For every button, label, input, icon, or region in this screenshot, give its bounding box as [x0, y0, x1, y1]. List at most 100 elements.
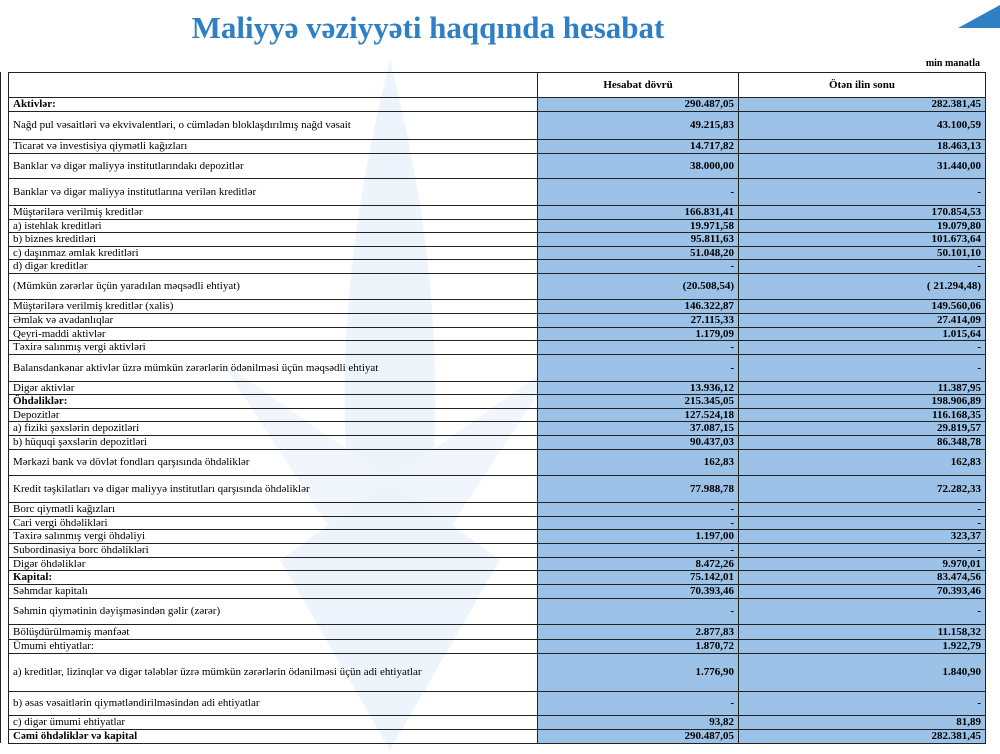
table-row: d) digər kreditlər - - [8, 259, 986, 274]
current-period-value: 14.717,82 [537, 139, 739, 154]
row-label: Təxirə salınmış vergi öhdəliyi [8, 529, 538, 544]
current-period-value: 162,83 [537, 449, 739, 476]
previous-year-value: 72.282,33 [738, 475, 986, 503]
row-label: Aktivlər: [8, 97, 538, 112]
table-row: Cəmi öhdəliklər və kapital 290.487,05 282.… [8, 729, 986, 744]
previous-year-value: - [738, 502, 986, 517]
previous-year-value: 282.381,45 [738, 729, 986, 744]
table-row: (Mümkün zərərlər üçün yaradılan məqsədli… [8, 273, 986, 300]
previous-year-value: 1.840,90 [738, 653, 986, 692]
header-current-period: Hesabat dövrü [537, 72, 739, 98]
previous-year-value: 11.158,32 [738, 624, 986, 640]
previous-year-value: 149.560,06 [738, 299, 986, 314]
previous-year-value: 81,89 [738, 715, 986, 730]
current-period-value: 1.870,72 [537, 639, 739, 654]
row-label: a) kreditlər, lizinqlər və digər tələblə… [8, 653, 538, 692]
row-label: Əmlak və avadanlıqlar [8, 313, 538, 328]
current-period-value: 27.115,33 [537, 313, 739, 328]
current-period-value: 1.179,09 [537, 327, 739, 341]
row-label: Öhdəliklər: [8, 394, 538, 409]
corner-logo-shape [958, 5, 1000, 28]
table-row: a) istehlak kreditləri 19.971,58 19.079,80 [8, 219, 986, 233]
previous-year-value: - [738, 178, 986, 206]
previous-year-value: 9.970,01 [738, 557, 986, 571]
row-label: Cari vergi öhdəlikləri [8, 516, 538, 530]
previous-year-value: 86.348,78 [738, 435, 986, 450]
table-row: Müştərilərə verilmiş kreditlər 166.831,41… [8, 205, 986, 220]
current-period-value: 290.487,05 [537, 729, 739, 744]
table-row: Mərkəzi bank və dövlət fondları qarşısın… [8, 449, 986, 476]
current-period-value: 290.487,05 [537, 97, 739, 112]
row-label: Kredit təşkilatları və digər maliyyə ins… [8, 475, 538, 503]
previous-year-value: 70.393,46 [738, 584, 986, 599]
table-row: Təxirə salınmış vergi öhdəliyi 1.197,00 32… [8, 529, 986, 544]
table-row: Nağd pul vəsaitləri və ekvivalentləri, o… [8, 111, 986, 140]
current-period-value: 19.971,58 [537, 219, 739, 233]
table-row: Ticarət və investisiya qiymətli kağızlar… [8, 139, 986, 154]
previous-year-value: - [738, 516, 986, 530]
row-label: a) fiziki şəxslərin depozitləri [8, 421, 538, 436]
previous-year-value: 29.819,57 [738, 421, 986, 436]
row-label: (Mümkün zərərlər üçün yaradılan məqsədli… [8, 273, 538, 300]
previous-year-value: 31.440,00 [738, 153, 986, 179]
previous-year-value: - [738, 259, 986, 274]
balance-sheet-table: Hesabat dövrü Ötən ilin sonu Aktivlər: 29… [8, 72, 986, 744]
table-header-row: Hesabat dövrü Ötən ilin sonu [8, 72, 986, 98]
current-period-value: 70.393,46 [537, 584, 739, 599]
previous-year-value: 19.079,80 [738, 219, 986, 233]
current-period-value: - [537, 178, 739, 206]
previous-year-value: 11.387,95 [738, 381, 986, 395]
table-row: Depozitlər 127.524,18 116.168,35 [8, 408, 986, 422]
current-period-value: 90.437,03 [537, 435, 739, 450]
header-previous-year-end: Ötən ilin sonu [738, 72, 986, 98]
row-label: Kapital: [8, 570, 538, 585]
current-period-value: 49.215,83 [537, 111, 739, 140]
row-label: Banklar və digər maliyyə institutlarına … [8, 178, 538, 206]
previous-year-value: 1.015,64 [738, 327, 986, 341]
table-row: c) digər ümumi ehtiyatlar 93,82 81,89 [8, 715, 986, 730]
table-row: Müştərilərə verilmiş kreditlər (xalis) 14… [8, 299, 986, 314]
table-row: Səhmdar kapitalı 70.393,46 70.393,46 [8, 584, 986, 599]
current-period-value: 215.345,05 [537, 394, 739, 409]
left-border [0, 72, 1, 743]
row-label: Bölüşdürülməmiş mənfəət [8, 624, 538, 640]
table-row: b) əsas vəsaitlərin qiymətləndirilməsind… [8, 691, 986, 716]
row-label: Səhmdar kapitalı [8, 584, 538, 599]
current-period-value: 75.142,01 [537, 570, 739, 585]
current-period-value: - [537, 691, 739, 716]
previous-year-value: - [738, 354, 986, 382]
table-row: Digər aktivlər 13.936,12 11.387,95 [8, 381, 986, 395]
table-row: Ümumi ehtiyatlar: 1.870,72 1.922,79 [8, 639, 986, 654]
previous-year-value: - [738, 691, 986, 716]
table-row: b) biznes kreditləri 95.811,63 101.673,64 [8, 232, 986, 247]
table-row: Bölüşdürülməmiş mənfəət 2.877,83 11.158,32 [8, 624, 986, 640]
table-row: b) hüquqi şəxslərin depozitləri 90.437,03… [8, 435, 986, 450]
row-label: d) digər kreditlər [8, 259, 538, 274]
table-row: a) fiziki şəxslərin depozitləri 37.087,15… [8, 421, 986, 436]
current-period-value: 77.988,78 [537, 475, 739, 503]
row-label: Balansdankənar aktivlər üzrə mümkün zərə… [8, 354, 538, 382]
table-row: Qeyri-maddi aktivlər 1.179,09 1.015,64 [8, 327, 986, 341]
table-row: Təxirə salınmış vergi aktivləri - - [8, 340, 986, 355]
table-row: Cari vergi öhdəlikləri - - [8, 516, 986, 530]
previous-year-value: 27.414,09 [738, 313, 986, 328]
current-period-value: 2.877,83 [537, 624, 739, 640]
current-period-value: 95.811,63 [537, 232, 739, 247]
row-label: a) istehlak kreditləri [8, 219, 538, 233]
header-label [8, 72, 538, 98]
row-label: Ümumi ehtiyatlar: [8, 639, 538, 654]
previous-year-value: 1.922,79 [738, 639, 986, 654]
row-label: Səhmin qiymətinin dəyişməsindən gəlir (z… [8, 598, 538, 625]
table-row: Banklar və digər maliyyə institutlarına … [8, 178, 986, 206]
previous-year-value: - [738, 598, 986, 625]
table-row: Öhdəliklər: 215.345,05 198.906,89 [8, 394, 986, 409]
table-row: Səhmin qiymətinin dəyişməsindən gəlir (z… [8, 598, 986, 625]
previous-year-value: ( 21.294,48) [738, 273, 986, 300]
current-period-value: - [537, 516, 739, 530]
current-period-value: 146.322,87 [537, 299, 739, 314]
current-period-value: 1.197,00 [537, 529, 739, 544]
previous-year-value: 116.168,35 [738, 408, 986, 422]
row-label: Müştərilərə verilmiş kreditlər [8, 205, 538, 220]
current-period-value: 166.831,41 [537, 205, 739, 220]
current-period-value: 8.472,26 [537, 557, 739, 571]
